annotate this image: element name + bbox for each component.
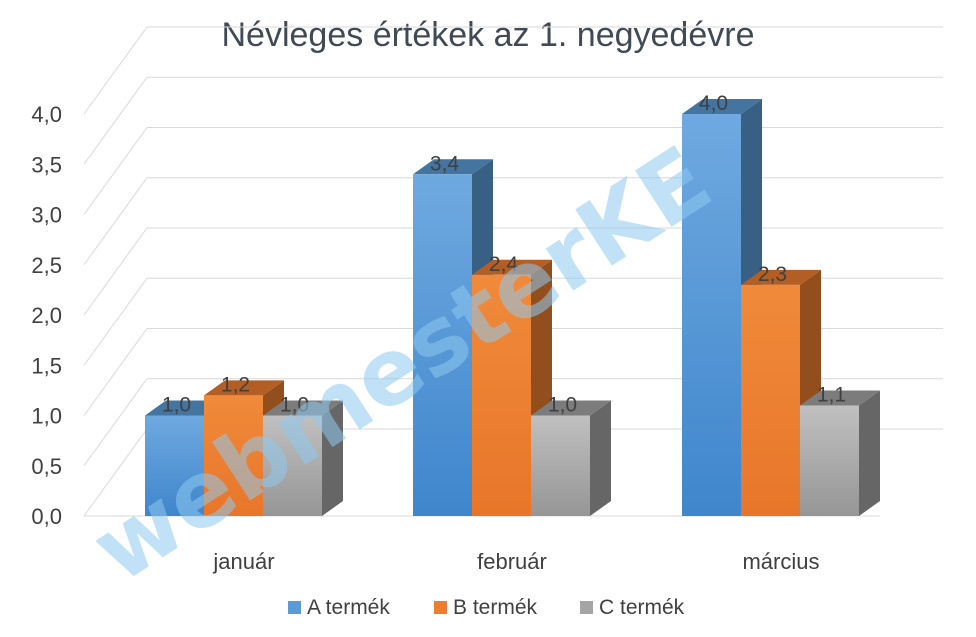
gridline-diagonal (83, 26, 148, 115)
bar-top (741, 269, 821, 285)
data-label: 4,0 (699, 92, 728, 115)
legend-label: B termék (453, 596, 538, 619)
bar-top (682, 99, 762, 114)
data-label: 1,0 (162, 394, 191, 417)
legend-item: A termék (288, 596, 390, 619)
watermark: webmesterKE (74, 126, 730, 604)
gridline-diagonal (83, 127, 148, 215)
y-tick-label: 0,5 (31, 454, 62, 479)
bar (800, 390, 880, 516)
y-tick-label: 4,0 (31, 102, 62, 127)
bar-top (472, 259, 552, 275)
bar-front (145, 415, 204, 516)
bar-front (800, 405, 859, 516)
gridline-diagonal (83, 328, 148, 416)
data-label: 2,4 (489, 253, 519, 276)
legend-label: C termék (599, 596, 685, 619)
y-tick-label: 2,5 (31, 253, 62, 278)
gridline-diagonal (83, 177, 148, 266)
x-tick-label: március (742, 549, 819, 574)
legend-item: B termék (434, 596, 538, 619)
y-tick-label: 2,0 (31, 303, 62, 328)
gridline-diagonal (83, 277, 148, 366)
bar (263, 400, 343, 516)
bar-top (800, 390, 880, 406)
bar-top (531, 400, 611, 416)
bar-top (204, 380, 284, 396)
bar-front (531, 415, 590, 516)
y-tick-label: 1,5 (31, 353, 62, 378)
bar-front (682, 114, 741, 516)
bar-side (322, 400, 343, 516)
y-tick-label: 1,0 (31, 404, 62, 429)
y-tick-label: 3,5 (31, 152, 62, 177)
bars: 1,0 1,2 1,0 3,4 2,4 1,0 4,0 2,3 1,1 (145, 92, 880, 517)
legend-swatch (434, 601, 447, 614)
bar-front (204, 395, 263, 516)
legend-label: A termék (307, 596, 390, 619)
gridline-diagonal (83, 378, 148, 467)
y-tick-label: 3,0 (31, 203, 62, 228)
legend-swatch (288, 601, 301, 614)
gridline-diagonal (83, 227, 148, 316)
data-label: 1,0 (548, 394, 577, 417)
bar-side (859, 390, 880, 516)
watermark-logo: webmesterKE (74, 126, 730, 604)
bar-front (263, 415, 322, 516)
data-label: 1,2 (221, 373, 250, 396)
x-tick-label: január (212, 549, 274, 574)
bar-side (590, 400, 611, 516)
x-tick-label: február (477, 549, 547, 574)
data-label: 1,1 (817, 383, 846, 406)
x-axis: január február március (212, 549, 819, 574)
data-label: 3,4 (430, 152, 460, 175)
bar-front (413, 174, 472, 517)
bar-front (741, 284, 800, 516)
data-label: 1,0 (280, 394, 309, 417)
bar (741, 269, 821, 516)
bar-top (263, 400, 343, 416)
legend-item: C termék (580, 596, 685, 619)
y-axis: 0,0 0,5 1,0 1,5 2,0 2,5 3,0 3,5 4,0 (31, 102, 62, 529)
bar-top (413, 159, 493, 175)
y-tick-label: 0,0 (31, 504, 62, 529)
gridline-diagonal (83, 428, 148, 517)
bar (531, 400, 611, 516)
legend: A termék B termék C termék (288, 596, 685, 619)
data-label: 2,3 (758, 263, 787, 286)
bar-front (472, 274, 531, 516)
legend-swatch (580, 601, 593, 614)
chart-title: Névleges értékek az 1. negyedévre (222, 16, 755, 54)
gridline-diagonal (83, 76, 148, 165)
